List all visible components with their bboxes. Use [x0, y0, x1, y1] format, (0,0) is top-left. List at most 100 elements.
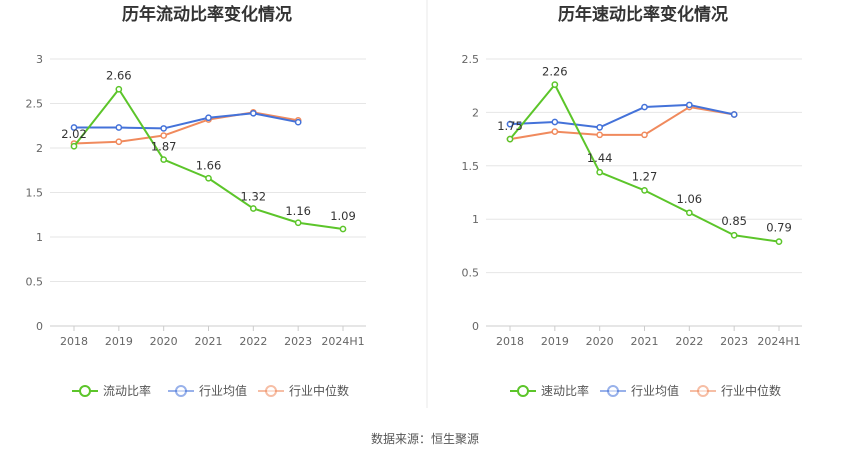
y-tick-label: 1.5 [462, 160, 480, 173]
data-label: 1.75 [497, 119, 523, 133]
y-tick-label: 2.5 [462, 53, 480, 66]
legend-label: 流动比率 [103, 383, 151, 398]
data-point-series-3 [115, 138, 123, 146]
legend-item-2: 行业均值 [600, 383, 679, 398]
legend-label: 行业均值 [631, 383, 679, 398]
legend-label: 行业中位数 [721, 383, 781, 398]
chart-title: 历年流动比率变化情况 [122, 4, 292, 25]
data-point-series-1 [506, 135, 514, 143]
legend-label: 行业中位数 [289, 383, 349, 398]
data-point-series-2 [506, 120, 514, 128]
data-point-series-1 [730, 231, 738, 239]
data-point-series-2 [685, 101, 693, 109]
x-tick-label: 2018 [496, 335, 524, 348]
data-point-series-2 [205, 114, 212, 122]
y-tick-label: 0 [36, 320, 43, 333]
data-point-series-1 [775, 238, 783, 245]
x-tick-label: 2020 [150, 335, 178, 348]
data-label: 1.32 [241, 190, 267, 204]
data-point-series-1 [294, 219, 302, 227]
x-tick-label: 2024H1 [321, 335, 364, 348]
x-tick-label: 2020 [586, 335, 614, 348]
x-tick-label: 2021 [631, 335, 659, 348]
data-point-series-1 [205, 174, 212, 182]
data-point-series-2 [70, 124, 78, 131]
x-tick-label: 2023 [720, 335, 748, 348]
data-point-series-1 [249, 205, 257, 212]
legend-label: 速动比率 [541, 383, 589, 398]
legend-item-1: 速动比率 [510, 383, 589, 398]
charts-container: 历年流动比率变化情况 0 0.5 1 1.5 2 2.5 3 2018 2019 2020 2021 2… [26, 4, 802, 398]
x-tick-label: 2022 [239, 335, 267, 348]
data-point-series-2 [551, 118, 559, 126]
x-tick-label: 2019 [541, 335, 569, 348]
y-tick-label: 1 [36, 231, 43, 244]
legend-marker [265, 385, 277, 397]
data-point-series-1 [641, 187, 648, 194]
data-point-series-1 [160, 156, 168, 163]
series-line-2 [509, 103, 735, 129]
data-label: 2.26 [542, 65, 568, 79]
data-point-series-2 [294, 118, 302, 126]
data-label: 0.85 [721, 214, 747, 228]
y-tick-label: 1.5 [26, 187, 44, 200]
data-point-series-2 [641, 103, 648, 111]
series-line-2 [74, 112, 299, 130]
data-label: 1.44 [587, 151, 613, 165]
data-label: 1.09 [330, 209, 356, 223]
data-point-series-2 [730, 111, 738, 118]
x-tick-label: 2024H1 [757, 335, 800, 348]
chart-panel-2: 历年速动比率变化情况 0 0.5 1 1.5 2 2.5 2018 2019 2020 2021 20… [462, 4, 802, 398]
x-tick-label: 2022 [675, 335, 703, 348]
legend-item-3: 行业中位数 [690, 383, 781, 398]
series-line-3 [509, 106, 735, 141]
y-tick-label: 2 [36, 142, 43, 155]
data-point-series-2 [160, 125, 168, 132]
x-tick-label: 2023 [284, 335, 312, 348]
legend-label: 行业均值 [199, 383, 247, 398]
x-tick-label: 2018 [60, 335, 88, 348]
data-label: 1.16 [285, 204, 311, 218]
y-tick-label: 3 [36, 53, 43, 66]
legend-marker [175, 385, 187, 397]
data-point-series-1 [339, 225, 347, 233]
y-tick-label: 0.5 [26, 276, 44, 289]
legend-marker [517, 385, 529, 397]
data-point-series-3 [160, 132, 168, 139]
data-point-series-2 [249, 109, 257, 117]
data-point-series-1 [115, 85, 123, 93]
data-point-series-1 [70, 142, 78, 150]
y-tick-label: 0.5 [462, 267, 480, 280]
data-label: 1.66 [196, 158, 222, 172]
y-tick-label: 1 [472, 213, 479, 226]
data-source-text: 数据来源：恒生聚源 [371, 431, 479, 446]
data-label: 1.27 [632, 169, 658, 183]
data-point-series-1 [551, 81, 559, 88]
y-tick-label: 0 [472, 320, 479, 333]
legend-marker [697, 385, 709, 397]
data-point-series-2 [596, 124, 604, 131]
x-tick-label: 2019 [105, 335, 133, 348]
data-point-series-3 [596, 131, 604, 139]
data-label: 2.02 [61, 127, 87, 141]
data-label: 1.06 [677, 192, 703, 206]
legend-item-2: 行业均值 [168, 383, 247, 398]
y-tick-label: 2.5 [26, 98, 44, 111]
data-point-series-3 [551, 128, 559, 135]
data-label: 1.87 [151, 140, 177, 154]
chart-title: 历年速动比率变化情况 [558, 4, 728, 25]
series-line-3 [73, 111, 299, 145]
data-point-series-1 [596, 168, 604, 176]
legend-item-1: 流动比率 [72, 383, 151, 398]
legend-marker [79, 385, 91, 397]
legend-marker [607, 385, 619, 397]
data-label: 2.66 [106, 68, 132, 82]
legend-item-3: 行业中位数 [258, 383, 349, 398]
chart-panel-1: 历年流动比率变化情况 0 0.5 1 1.5 2 2.5 3 2018 2019 2020 2021 2… [26, 4, 366, 398]
data-point-series-2 [115, 124, 123, 131]
data-point-series-3 [641, 131, 648, 139]
x-tick-label: 2021 [195, 335, 223, 348]
y-tick-label: 2 [472, 106, 479, 119]
data-point-series-1 [685, 209, 693, 217]
